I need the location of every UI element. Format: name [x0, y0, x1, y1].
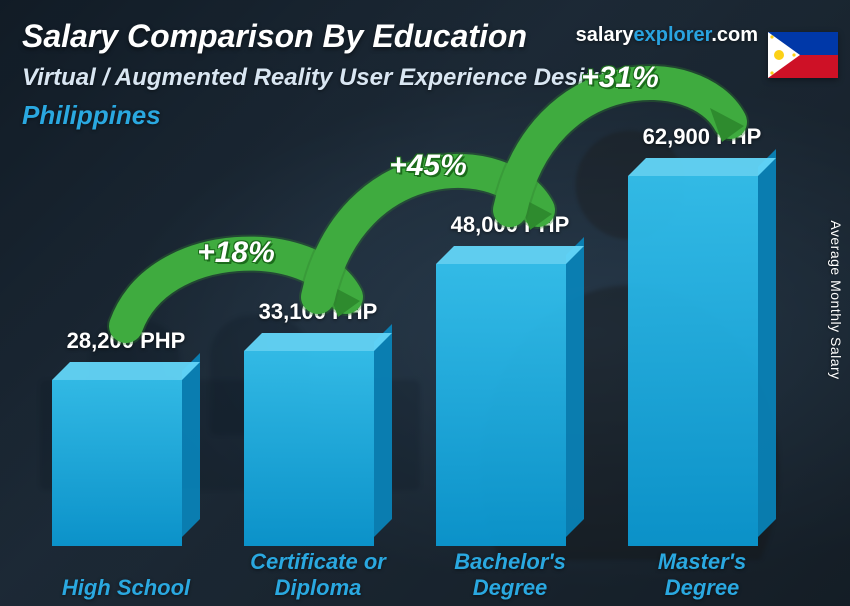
brand-salary: salary: [576, 24, 634, 46]
delta-pct-label: +18%: [197, 236, 275, 270]
delta-pct-label: +45%: [389, 149, 467, 183]
brand-explorer: explorer: [633, 24, 711, 46]
chart-country: Philippines: [22, 100, 161, 131]
chart-title: Salary Comparison By Education: [22, 18, 527, 55]
bar-chart: 28,200 PHP33,100 PHP48,000 PHP62,900 PHP…: [0, 140, 820, 606]
infographic-stage: Salary Comparison By Education Virtual /…: [0, 0, 850, 606]
flag-philippines-icon: [768, 32, 838, 78]
brand-logo-text: salaryexplorer.com: [576, 24, 758, 47]
chart-subtitle: Virtual / Augmented Reality User Experie…: [22, 64, 636, 92]
delta-arcs-layer: [0, 140, 820, 606]
brand-dotcom: .com: [711, 24, 758, 46]
delta-pct-label: +31%: [581, 61, 659, 95]
y-axis-label: Average Monthly Salary: [828, 220, 844, 379]
